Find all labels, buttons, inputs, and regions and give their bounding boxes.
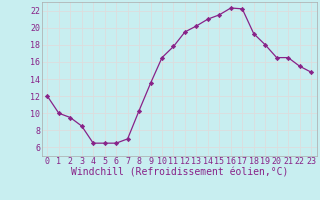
- X-axis label: Windchill (Refroidissement éolien,°C): Windchill (Refroidissement éolien,°C): [70, 168, 288, 178]
